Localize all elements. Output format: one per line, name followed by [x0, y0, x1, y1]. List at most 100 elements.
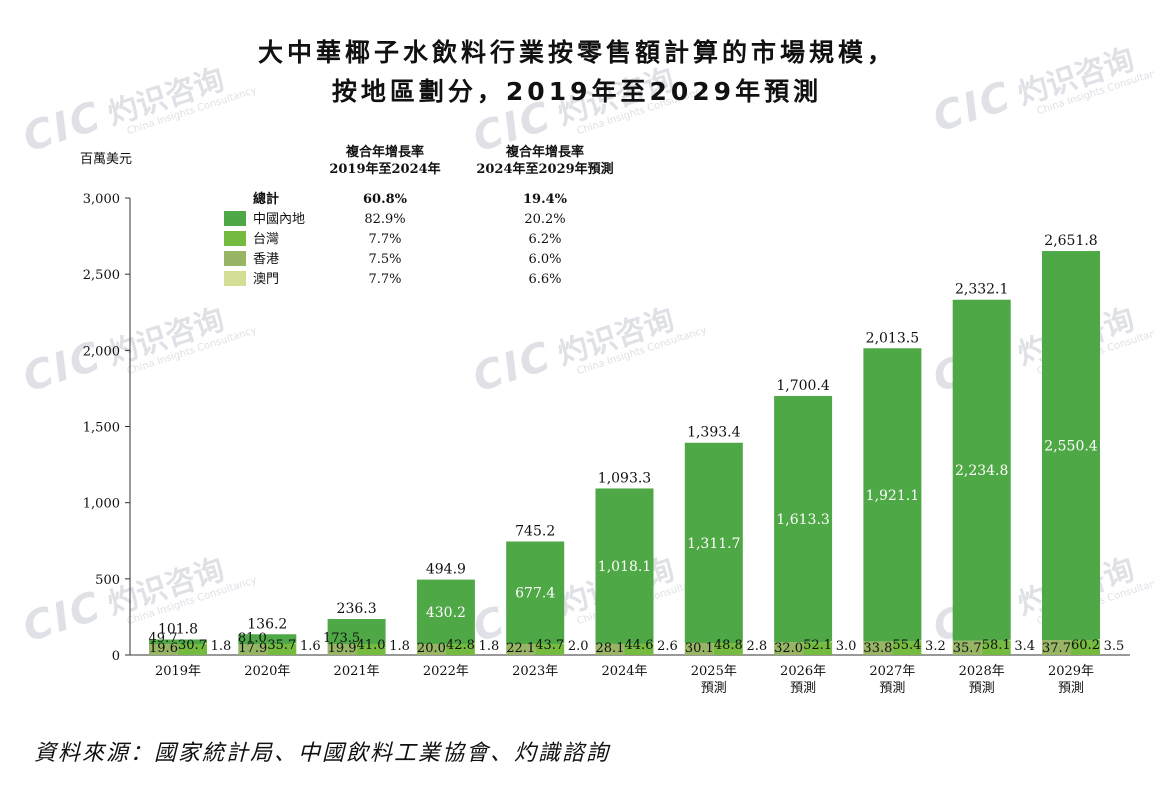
- bar-segment-mainland: [595, 488, 654, 644]
- x-tick-label: 2022年: [423, 664, 469, 679]
- legend-label: 澳門: [253, 271, 279, 287]
- hongkong-label: 22.1: [506, 641, 535, 656]
- bar-segment-hongkong: [684, 642, 714, 655]
- bar-segment-mainland: [327, 619, 386, 644]
- taiwan-label: 42.8: [446, 638, 475, 653]
- taiwan-label: 30.7: [178, 638, 207, 653]
- cagr-value: 20.2%: [524, 212, 565, 227]
- cagr-col1-header: 複合年增長率: [345, 144, 424, 160]
- macau-label: 2.6: [657, 639, 678, 654]
- mainland-label: 430.2: [426, 605, 466, 621]
- x-tick-label: 2024年: [601, 664, 647, 679]
- total-label: 1,093.3: [598, 470, 651, 486]
- bar-segment-hongkong: [595, 643, 625, 655]
- x-tick-label: 預測: [879, 681, 905, 696]
- taiwan-label: 55.4: [892, 638, 921, 653]
- y-tick-label: 3,000: [83, 192, 120, 207]
- y-tick-label: 500: [95, 573, 120, 588]
- hongkong-label: 30.1: [685, 641, 714, 656]
- cagr-col2-header: 複合年增長率: [505, 144, 584, 160]
- legend-swatch: [224, 271, 246, 286]
- mainland-label: 173.5: [323, 631, 360, 646]
- bar-segment-mainland: [774, 395, 833, 643]
- cagr-value: 7.7%: [368, 232, 401, 247]
- mainland-label: 677.4: [515, 586, 555, 602]
- bar-segment-hongkong: [774, 642, 804, 655]
- bar-segment-hongkong: [327, 644, 357, 655]
- cagr-value: 19.4%: [523, 192, 568, 207]
- hongkong-label: 17.9: [238, 641, 267, 656]
- y-tick-label: 0: [112, 649, 120, 664]
- x-tick-label: 2028年: [959, 664, 1005, 679]
- mainland-label: 2,234.8: [955, 463, 1008, 479]
- y-tick-label: 1,500: [83, 421, 120, 436]
- mainland-label: 1,921.1: [866, 488, 919, 504]
- cagr-value: 7.7%: [368, 272, 401, 287]
- taiwan-label: 41.0: [357, 638, 386, 653]
- bar-segment-macau: [562, 643, 565, 644]
- legend-swatch: [224, 211, 246, 226]
- taiwan-label: 48.8: [714, 638, 743, 653]
- bar-segment-macau: [1008, 639, 1011, 641]
- y-tick-label: 1,000: [83, 497, 120, 512]
- legend-label: 香港: [253, 252, 279, 267]
- hongkong-label: 37.7: [1042, 641, 1071, 656]
- macau-label: 3.4: [1014, 639, 1035, 654]
- x-tick-label: 預測: [1058, 681, 1084, 696]
- bar-segment-macau: [205, 643, 207, 644]
- macau-label: 3.2: [925, 639, 946, 654]
- bar-segment-hongkong: [952, 640, 982, 655]
- bar-segment-macau: [294, 643, 297, 644]
- mainland-label: 1,018.1: [598, 559, 651, 575]
- hongkong-label: 28.1: [596, 641, 625, 656]
- bar-segment-macau: [651, 642, 654, 644]
- x-tick-label: 2029年: [1048, 664, 1094, 679]
- bar-segment-mainland: [506, 541, 565, 644]
- bar-segment-mainland: [149, 639, 207, 644]
- chart-title-line2: 按地區劃分，2019年至2029年預測: [331, 77, 823, 106]
- legend-swatch: [224, 231, 246, 246]
- macau-label: 2.8: [746, 639, 767, 654]
- stacked-bar-chart: 百萬美元05001,0001,5002,0002,5003,000101.849…: [80, 144, 1130, 696]
- taiwan-label: 43.7: [535, 638, 564, 653]
- legend-label: 中國內地: [253, 212, 305, 227]
- bar-segment-mainland: [952, 299, 1011, 641]
- cagr-col2-header: 2024年至2029年預測: [476, 161, 613, 177]
- bar-segment-taiwan: [803, 642, 833, 655]
- macau-label: 1.6: [300, 639, 321, 654]
- legend-label: 總計: [253, 191, 279, 207]
- x-tick-label: 預測: [701, 681, 727, 696]
- total-label: 2,651.8: [1044, 233, 1097, 249]
- bar-segment-mainland: [863, 348, 922, 642]
- bar-segment-macau: [740, 641, 743, 643]
- bar-segment-mainland: [416, 579, 475, 644]
- macau-label: 1.8: [211, 639, 232, 654]
- mainland-label: 1,311.7: [687, 536, 740, 552]
- macau-label: 3.0: [836, 639, 857, 654]
- taiwan-label: 35.7: [267, 638, 296, 653]
- legend-swatch: [224, 251, 246, 266]
- taiwan-label: 60.2: [1071, 638, 1100, 653]
- x-tick-label: 2023年: [512, 664, 558, 679]
- taiwan-label: 58.1: [982, 638, 1011, 653]
- macau-label: 1.8: [389, 639, 410, 654]
- total-label: 1,393.4: [687, 425, 741, 441]
- x-tick-label: 預測: [969, 681, 995, 696]
- x-tick-label: 2025年: [691, 664, 737, 679]
- mainland-label: 1,613.3: [776, 512, 829, 528]
- bar-segment-macau: [472, 643, 475, 644]
- y-tick-label: 2,000: [83, 344, 120, 359]
- chart-title-line1: 大中華椰子水飲料行業按零售額計算的市場規模，: [257, 38, 896, 67]
- hongkong-label: 19.9: [328, 641, 357, 656]
- x-tick-label: 2021年: [334, 664, 380, 679]
- total-label: 101.8: [158, 621, 198, 637]
- taiwan-label: 52.1: [803, 638, 832, 653]
- hongkong-label: 33.8: [863, 641, 892, 656]
- cagr-value: 6.0%: [528, 252, 561, 267]
- cagr-value: 6.2%: [528, 232, 561, 247]
- bar-segment-hongkong: [416, 644, 446, 655]
- x-tick-label: 2027年: [869, 664, 915, 679]
- mainland-label: 81.0: [238, 631, 267, 646]
- legend-label: 台灣: [253, 232, 279, 247]
- bar-segment-taiwan: [535, 644, 565, 655]
